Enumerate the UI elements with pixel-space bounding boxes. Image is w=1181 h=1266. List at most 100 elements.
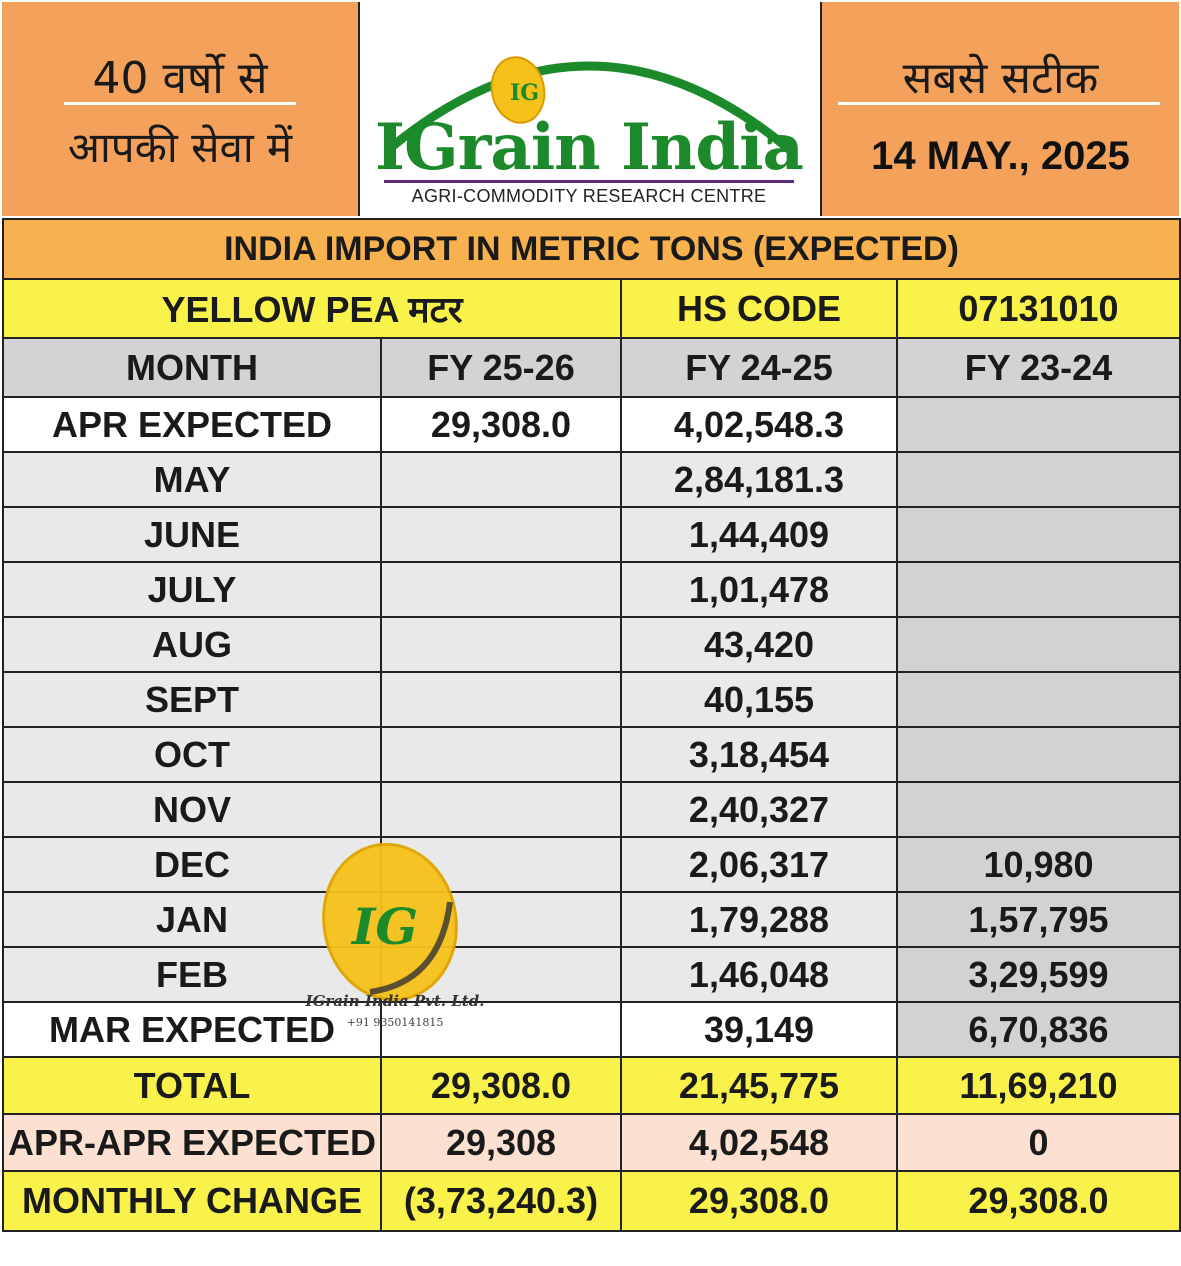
fy2425-cell: 43,420: [620, 616, 898, 673]
monthly-change-row-fy2324: 29,308.0: [896, 1170, 1181, 1232]
total-row-fy2324: 11,69,210: [896, 1056, 1181, 1115]
month-cell: FEB: [2, 946, 382, 1003]
month-cell: MAY: [2, 451, 382, 508]
table-row: SEPT 40,155: [2, 671, 1181, 728]
fy2425-cell: 3,18,454: [620, 726, 898, 783]
apr-apr-row-fy2526: 29,308: [380, 1113, 622, 1172]
fy2324-cell: 1,57,795: [896, 891, 1181, 948]
table-title: INDIA IMPORT IN METRIC TONS (EXPECTED): [2, 218, 1181, 280]
month-cell: OCT: [2, 726, 382, 783]
month-cell: DEC: [2, 836, 382, 893]
total-row-fy2526: 29,308.0: [380, 1056, 622, 1115]
fy2526-cell: [380, 781, 622, 838]
product-row: YELLOW PEA मटर HS CODE 07131010: [2, 278, 1181, 339]
tagline-panel: 40 वर्षो से आपकी सेवा में: [2, 2, 360, 216]
month-cell: MAR EXPECTED: [2, 1001, 382, 1058]
watermark-initials: IG: [350, 897, 418, 956]
fy2425-cell: 2,84,181.3: [620, 451, 898, 508]
watermark-company: IGrain India Pvt. Ltd.: [305, 992, 485, 1010]
fy2526-cell: [380, 616, 622, 673]
logo-initials: IG: [510, 80, 539, 106]
fy2324-cell: 3,29,599: [896, 946, 1181, 1003]
date-panel: सबसे सटीक 14 MAY., 2025: [820, 2, 1179, 216]
logo-arc-icon: IG: [385, 56, 793, 154]
apr-apr-row: APR-APR EXPECTED 29,308 4,02,548 0: [2, 1113, 1181, 1172]
fy2425-cell: 1,46,048: [620, 946, 898, 1003]
fy2425-cell: 2,40,327: [620, 781, 898, 838]
hs-code-label: HS CODE: [620, 278, 898, 339]
apr-apr-row-label: APR-APR EXPECTED: [2, 1113, 382, 1172]
fy2526-cell: [380, 506, 622, 563]
table-row: FEB 1,46,048 3,29,599: [2, 946, 1181, 1003]
total-row-fy2425: 21,45,775: [620, 1056, 898, 1115]
fy2324-cell: 10,980: [896, 836, 1181, 893]
column-header-month: MONTH: [2, 337, 382, 398]
fy2425-cell: 2,06,317: [620, 836, 898, 893]
fy2425-cell: 1,44,409: [620, 506, 898, 563]
brand-logo: IG IGrain India AGRI-COMMODITY RESEARCH …: [360, 2, 818, 216]
apr-apr-row-fy2324: 0: [896, 1113, 1181, 1172]
month-cell: JULY: [2, 561, 382, 618]
fy2324-cell: [896, 726, 1181, 783]
tagline-line1: 40 वर्षो से: [92, 53, 268, 104]
table-row: JULY 1,01,478: [2, 561, 1181, 618]
fy2425-cell: 1,01,478: [620, 561, 898, 618]
month-cell: AUG: [2, 616, 382, 673]
accuracy-tagline: सबसे सटीक: [902, 53, 1099, 104]
table-row: MAY 2,84,181.3: [2, 451, 1181, 508]
fy2526-cell: [380, 451, 622, 508]
fy2526-cell: [380, 561, 622, 618]
watermark-phone: +91 9350141815: [346, 1016, 444, 1029]
monthly-change-row-fy2425: 29,308.0: [620, 1170, 898, 1232]
month-cell: NOV: [2, 781, 382, 838]
fy2526-cell: [380, 671, 622, 728]
table-row: JUNE 1,44,409: [2, 506, 1181, 563]
monthly-change-row-fy2526: (3,73,240.3): [380, 1170, 622, 1232]
monthly-change-row-label: MONTHLY CHANGE: [2, 1170, 382, 1232]
column-header-row: MONTH FY 25-26 FY 24-25 FY 23-24: [2, 337, 1181, 398]
column-header-fy2526: FY 25-26: [380, 337, 622, 398]
column-header-fy2324: FY 23-24: [896, 337, 1181, 398]
table-row: OCT 3,18,454: [2, 726, 1181, 783]
watermark-logo-icon: IG: [322, 842, 458, 1002]
fy2324-cell: [896, 616, 1181, 673]
logo-title: IGrain India: [375, 110, 804, 185]
month-cell: APR EXPECTED: [2, 396, 382, 453]
total-row: TOTAL 29,308.0 21,45,775 11,69,210: [2, 1056, 1181, 1115]
fy2425-cell: 4,02,548.3: [620, 396, 898, 453]
monthly-change-row: MONTHLY CHANGE (3,73,240.3) 29,308.0 29,308…: [2, 1170, 1181, 1232]
table-title-row: INDIA IMPORT IN METRIC TONS (EXPECTED): [2, 218, 1181, 280]
month-cell: SEPT: [2, 671, 382, 728]
header: 40 वर्षो से आपकी सेवा में IG IGrain Indi…: [0, 0, 1181, 218]
month-cell: JAN: [2, 891, 382, 948]
hs-code-value: 07131010: [896, 278, 1181, 339]
fy2324-cell: [896, 396, 1181, 453]
fy2526-cell: [380, 1001, 622, 1058]
table-row: DEC 2,06,317 10,980: [2, 836, 1181, 893]
tagline-divider: [64, 102, 296, 105]
fy2526-cell: 29,308.0: [380, 396, 622, 453]
table-row: JAN 1,79,288 1,57,795: [2, 891, 1181, 948]
fy2324-cell: [896, 781, 1181, 838]
import-table: INDIA IMPORT IN METRIC TONS (EXPECTED) Y…: [2, 218, 1181, 1232]
report-date: 14 MAY., 2025: [871, 134, 1130, 178]
product-name: YELLOW PEA मटर: [2, 278, 622, 339]
table-row: APR EXPECTED 29,308.0 4,02,548.3: [2, 396, 1181, 453]
fy2425-cell: 1,79,288: [620, 891, 898, 948]
fy2324-cell: [896, 451, 1181, 508]
table-row: NOV 2,40,327: [2, 781, 1181, 838]
fy2324-cell: 6,70,836: [896, 1001, 1181, 1058]
fy2324-cell: [896, 671, 1181, 728]
tagline-line2: आपकी सेवा में: [67, 123, 293, 172]
fy2425-cell: 40,155: [620, 671, 898, 728]
fy2425-cell: 39,149: [620, 1001, 898, 1058]
date-divider: [838, 102, 1160, 105]
fy2324-cell: [896, 561, 1181, 618]
month-cell: JUNE: [2, 506, 382, 563]
apr-apr-row-fy2425: 4,02,548: [620, 1113, 898, 1172]
fy2324-cell: [896, 506, 1181, 563]
column-header-fy2425: FY 24-25: [620, 337, 898, 398]
table-row: AUG 43,420: [2, 616, 1181, 673]
total-row-label: TOTAL: [2, 1056, 382, 1115]
fy2526-cell: [380, 726, 622, 783]
